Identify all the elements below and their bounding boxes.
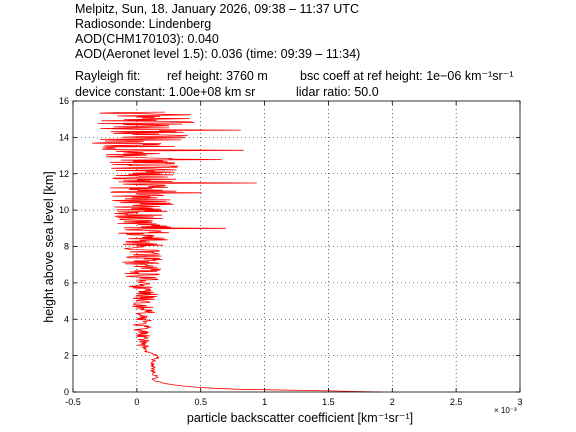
- x-tick-label: 1.5: [322, 397, 335, 407]
- title-block: Melpitz, Sun, 18. January 2026, 09:38 – …: [75, 2, 513, 99]
- x-axis-label: particle backscatter coefficient [km⁻¹sr…: [187, 411, 413, 425]
- title-line-aod-chm: AOD(CHM170103): 0.040: [75, 32, 219, 46]
- series-trace: [92, 111, 380, 393]
- y-tick-label: 0: [64, 387, 69, 397]
- rayleigh-ref-height: ref height: 3760 m: [167, 69, 268, 83]
- rayleigh-fit-label: Rayleigh fit:: [75, 69, 140, 83]
- device-constant: device constant: 1.00e+08 km sr: [75, 85, 255, 99]
- x-tick-label: 0: [134, 397, 139, 407]
- y-tick-label: 12: [59, 169, 69, 179]
- y-tick-label: 2: [64, 351, 69, 361]
- ticks: [72, 100, 521, 393]
- y-tick-label: 8: [64, 242, 69, 252]
- x-tick-label: 3: [517, 397, 522, 407]
- y-tick-label: 14: [59, 132, 69, 142]
- series-line: [92, 111, 380, 393]
- rayleigh-bsc-coeff: bsc coeff at ref height: 1e−06 km⁻¹sr⁻¹: [300, 69, 513, 83]
- title-line-radiosonde: Radiosonde: Lindenberg: [75, 17, 211, 31]
- x-tick-label: 2: [390, 397, 395, 407]
- y-tick-labels: 0 2 4 6 8 10 12 14 16: [59, 96, 69, 397]
- y-tick-label: 6: [64, 278, 69, 288]
- x-axis-multiplier: × 10⁻³: [494, 406, 517, 415]
- axes-frame: [72, 100, 521, 393]
- y-tick-label: 16: [59, 96, 69, 106]
- y-axis-label: height above sea level [km]: [42, 171, 56, 322]
- title-line-aod-aeronet: AOD(Aeronet level 1.5): 0.036 (time: 09:…: [75, 47, 360, 61]
- x-tick-label: 0.5: [194, 397, 207, 407]
- title-line-location: Melpitz, Sun, 18. January 2026, 09:38 – …: [75, 2, 359, 16]
- grid: [73, 101, 520, 392]
- x-tick-label: 2.5: [450, 397, 463, 407]
- x-tick-label: -0.5: [65, 397, 81, 407]
- x-tick-label: 1: [262, 397, 267, 407]
- y-tick-label: 4: [64, 314, 69, 324]
- lidar-ratio: lidar ratio: 50.0: [296, 85, 379, 99]
- x-tick-labels: -0.5 0 0.5 1 1.5 2 2.5 3: [65, 397, 522, 407]
- y-tick-label: 10: [59, 205, 69, 215]
